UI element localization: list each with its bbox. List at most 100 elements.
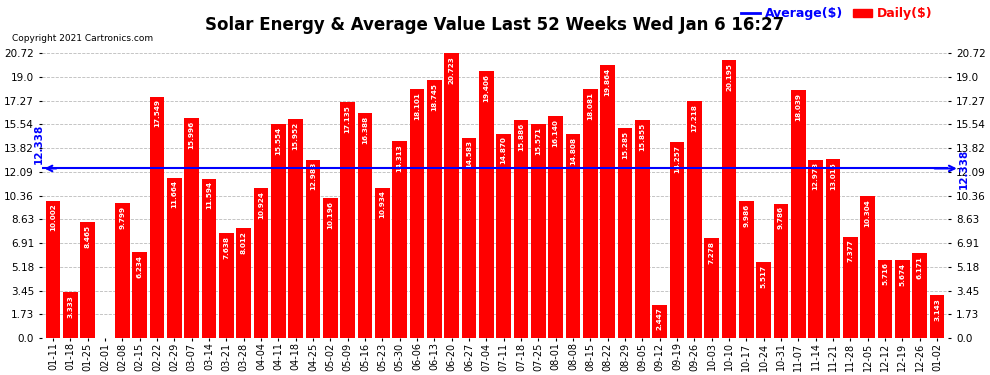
Bar	[445, 53, 459, 338]
Bar	[410, 89, 425, 338]
Text: 13.015: 13.015	[830, 162, 836, 190]
Text: 10.934: 10.934	[379, 190, 385, 218]
Bar	[288, 119, 303, 338]
Text: 17.135: 17.135	[345, 105, 350, 133]
Bar	[237, 228, 251, 338]
Bar	[583, 89, 598, 338]
Bar	[704, 238, 719, 338]
Bar	[669, 142, 684, 338]
Text: 14.257: 14.257	[674, 145, 680, 172]
Text: 18.081: 18.081	[587, 92, 593, 120]
Text: 5.674: 5.674	[899, 263, 906, 286]
Bar	[271, 124, 286, 338]
Text: 8.465: 8.465	[84, 225, 91, 248]
Text: Copyright 2021 Cartronics.com: Copyright 2021 Cartronics.com	[12, 34, 153, 43]
Bar	[618, 128, 633, 338]
Text: 10.002: 10.002	[50, 203, 56, 231]
Text: 7.278: 7.278	[709, 241, 715, 264]
Text: 8.012: 8.012	[241, 231, 247, 254]
Bar	[461, 138, 476, 338]
Text: 10.304: 10.304	[864, 199, 871, 227]
Text: 15.855: 15.855	[640, 123, 645, 151]
Text: 14.808: 14.808	[570, 137, 576, 165]
Bar	[930, 295, 944, 338]
Bar	[479, 71, 494, 338]
Bar	[878, 260, 892, 338]
Bar	[514, 120, 529, 338]
Bar	[306, 159, 321, 338]
Bar	[63, 292, 77, 338]
Text: 20.195: 20.195	[726, 63, 732, 91]
Bar	[826, 159, 841, 338]
Text: 19.406: 19.406	[483, 74, 489, 102]
Text: 2.447: 2.447	[656, 308, 662, 330]
Text: 12.338: 12.338	[35, 124, 45, 164]
Bar	[687, 101, 702, 338]
Text: 14.583: 14.583	[466, 140, 472, 168]
Legend: Average($), Daily($): Average($), Daily($)	[737, 2, 938, 26]
Text: 9.986: 9.986	[743, 204, 749, 227]
Bar	[392, 141, 407, 338]
Bar	[341, 102, 355, 338]
Text: 14.870: 14.870	[501, 136, 507, 164]
Bar	[253, 188, 268, 338]
Text: 7.638: 7.638	[224, 236, 230, 259]
Bar	[219, 233, 234, 338]
Text: 10.196: 10.196	[328, 201, 334, 229]
Bar	[80, 222, 95, 338]
Bar	[739, 201, 753, 338]
Text: 20.723: 20.723	[448, 56, 454, 84]
Text: 12.978: 12.978	[813, 162, 819, 190]
Text: 16.388: 16.388	[362, 116, 368, 144]
Bar	[773, 204, 788, 338]
Bar	[548, 116, 563, 338]
Text: 19.864: 19.864	[605, 68, 611, 96]
Text: 15.554: 15.554	[275, 127, 281, 155]
Bar	[115, 203, 130, 338]
Bar	[357, 113, 372, 338]
Bar	[860, 196, 875, 338]
Text: 3.143: 3.143	[934, 298, 940, 321]
Text: 16.140: 16.140	[552, 119, 558, 147]
Bar	[895, 260, 910, 338]
Text: 15.886: 15.886	[518, 122, 524, 151]
Bar	[843, 237, 857, 338]
Text: 10.924: 10.924	[258, 190, 264, 219]
Text: 6.171: 6.171	[917, 256, 923, 279]
Bar	[722, 60, 737, 338]
Bar	[565, 135, 580, 338]
Text: 3.333: 3.333	[67, 295, 73, 318]
Text: 15.996: 15.996	[189, 121, 195, 149]
Text: 14.313: 14.313	[397, 144, 403, 172]
Text: 17.218: 17.218	[691, 104, 697, 132]
Bar	[809, 160, 823, 338]
Bar	[756, 262, 771, 338]
Bar	[531, 124, 545, 338]
Text: 5.716: 5.716	[882, 262, 888, 285]
Bar	[600, 65, 615, 338]
Bar	[133, 252, 147, 338]
Bar	[652, 304, 667, 338]
Bar	[496, 134, 511, 338]
Bar	[375, 188, 390, 338]
Text: 18.745: 18.745	[432, 83, 438, 111]
Text: 9.799: 9.799	[119, 206, 126, 229]
Bar	[427, 80, 442, 338]
Bar	[635, 120, 649, 338]
Text: 9.786: 9.786	[778, 206, 784, 230]
Text: 6.234: 6.234	[137, 255, 143, 278]
Text: 11.594: 11.594	[206, 182, 212, 210]
Text: 15.952: 15.952	[293, 122, 299, 150]
Bar	[167, 178, 181, 338]
Text: 7.377: 7.377	[847, 240, 853, 262]
Text: 5.517: 5.517	[760, 265, 766, 288]
Text: 15.571: 15.571	[536, 127, 542, 155]
Bar	[791, 90, 806, 338]
Bar	[184, 118, 199, 338]
Bar	[202, 179, 217, 338]
Text: 15.285: 15.285	[622, 130, 628, 159]
Text: 12.988: 12.988	[310, 162, 316, 190]
Text: 18.101: 18.101	[414, 92, 420, 120]
Text: 12.338: 12.338	[959, 148, 969, 189]
Bar	[323, 198, 338, 338]
